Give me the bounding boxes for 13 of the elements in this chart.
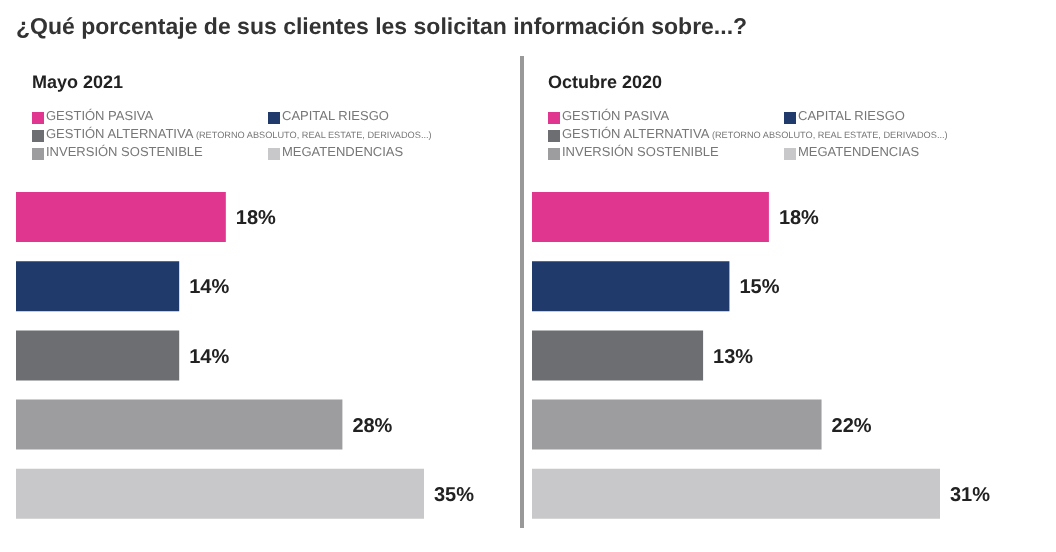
data-label: 35%	[434, 484, 475, 507]
data-label: 13%	[713, 346, 754, 369]
chart-title: ¿Qué porcentaje de sus clientes les solicitan información sobre...?	[16, 16, 750, 40]
data-label: 31%	[950, 484, 991, 507]
data-label: 18%	[235, 208, 277, 231]
data-label: 18%	[778, 208, 820, 231]
chart-subtitle: Octubre 2020	[548, 72, 665, 92]
data-label: 14%	[189, 277, 230, 300]
data-label: 14%	[189, 346, 230, 369]
chart-subtitle: Mayo 2021	[32, 72, 126, 92]
data-label: 28%	[352, 415, 393, 438]
data-label: 22%	[831, 415, 872, 438]
data-label: 15%	[739, 277, 780, 300]
